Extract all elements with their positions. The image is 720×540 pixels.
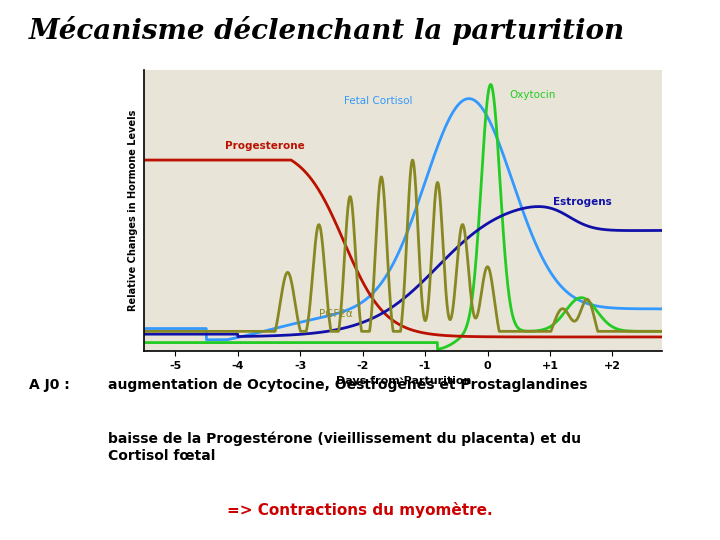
Text: augmentation de Ocytocine, Oestrogènes et Prostaglandines: augmentation de Ocytocine, Oestrogènes e… bbox=[108, 378, 588, 393]
Text: A J0 :: A J0 : bbox=[29, 378, 70, 392]
Text: Progesterone: Progesterone bbox=[225, 141, 305, 151]
Text: Oxytocin: Oxytocin bbox=[509, 90, 556, 100]
X-axis label: Days from Parturition: Days from Parturition bbox=[336, 376, 471, 386]
Text: PGF2α: PGF2α bbox=[319, 309, 353, 319]
Text: Fetal Cortisol: Fetal Cortisol bbox=[344, 96, 413, 106]
Text: Mécanisme déclenchant la parturition: Mécanisme déclenchant la parturition bbox=[29, 16, 625, 45]
Text: baisse de la Progestérone (vieillissement du placenta) et du
Cortisol fœtal: baisse de la Progestérone (vieillissemen… bbox=[108, 432, 581, 463]
Text: Estrogens: Estrogens bbox=[553, 197, 612, 207]
Y-axis label: Relative Changes in Hormone Levels: Relative Changes in Hormone Levels bbox=[128, 110, 138, 311]
Text: => Contractions du myomètre.: => Contractions du myomètre. bbox=[228, 502, 492, 518]
